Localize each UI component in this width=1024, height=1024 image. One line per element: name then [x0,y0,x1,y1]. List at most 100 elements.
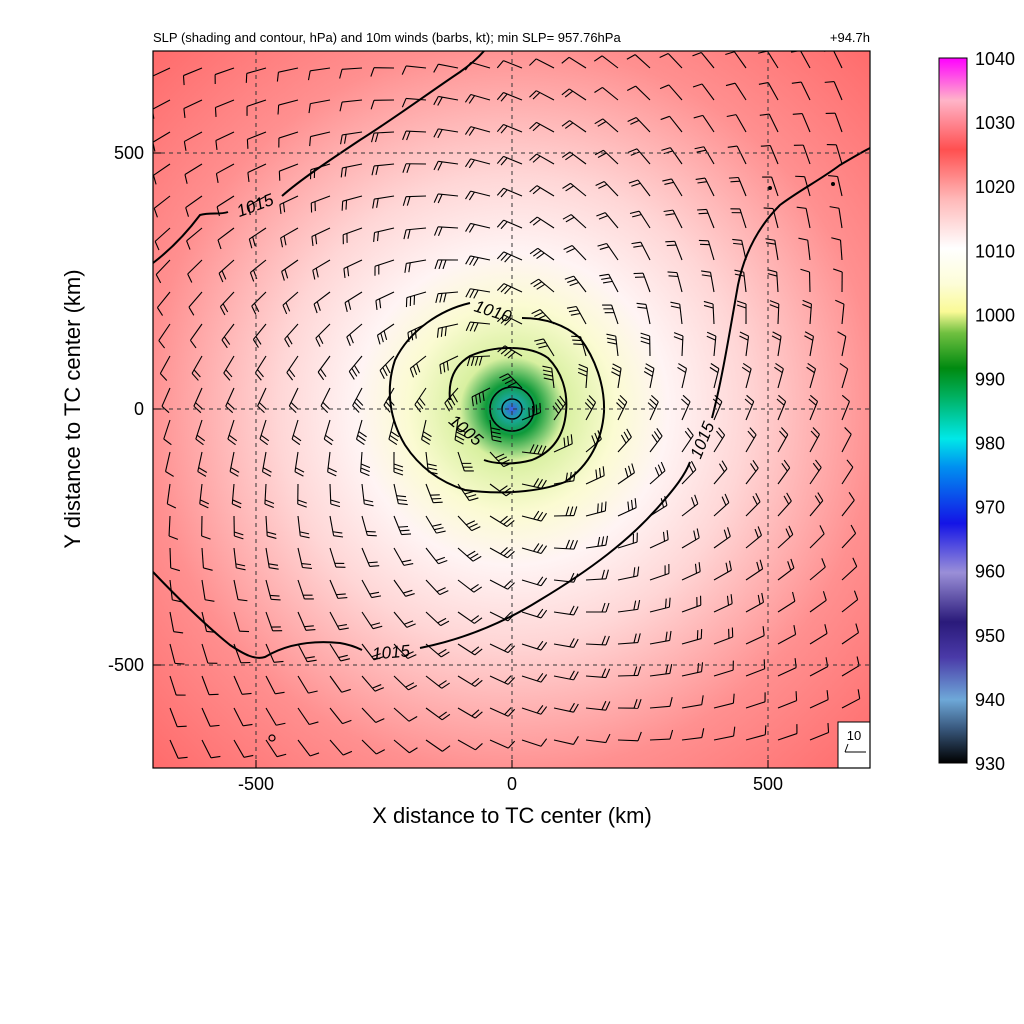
wind-barb [465,190,491,201]
wind-barb [265,739,287,758]
wind-barb [571,335,587,357]
wind-barb [730,208,747,229]
wind-barb [169,707,187,728]
colorbar-tick-label: 1040 [975,49,1015,69]
wind-barb [265,611,283,632]
wind-barb [561,88,587,101]
wind-barb [741,362,752,389]
wind-barb [826,143,843,165]
wind-barb [681,562,701,581]
wind-barb [187,259,203,283]
wind-barb [777,724,798,741]
wind-barb [361,547,380,567]
wind-barb [329,515,344,538]
wind-barb [553,670,579,681]
wind-barb [191,355,203,381]
wind-barb [247,195,267,216]
wind-barb [713,527,731,549]
wind-barb [279,195,299,214]
wind-barb [225,387,235,414]
wind-barb [457,643,483,656]
wind-barb [393,675,418,691]
wind-barb [309,131,331,147]
contour-1015-southeast [153,147,870,659]
wind-barb [421,419,432,445]
wind-barb [161,387,171,414]
wind-barb [562,182,587,197]
wind-barb [563,245,587,261]
wind-barb [777,525,794,549]
wind-barb [457,515,481,532]
wind-barb [425,515,446,534]
wind-barb [631,241,651,261]
wind-barb [841,394,850,421]
wind-barb [530,278,555,293]
wind-barb [215,131,235,150]
wind-barbs [153,51,861,759]
wind-barb [489,739,516,749]
wind-barb [315,323,331,347]
wind-barb [201,739,221,759]
colorbar-tick-label: 1020 [975,177,1015,197]
wind-barb [521,608,548,619]
wind-barb [793,144,811,165]
wind-barb [409,355,427,378]
wind-barb [199,483,210,509]
wind-barb [231,483,242,509]
contour-dot [768,186,772,190]
wind-barb [841,427,852,453]
wind-barb [329,483,341,508]
wind-barb [713,427,726,453]
wind-barb [352,387,364,413]
wind-barb [765,238,779,261]
wind-barb [278,131,299,148]
wind-barb [677,363,688,389]
wind-barb [681,427,694,453]
wind-barb [681,595,702,613]
wind-barb [183,99,203,118]
wind-barb [189,323,203,349]
forecast-time-label: +94.7h [830,30,870,45]
wind-barb [697,208,715,229]
wind-barb [393,579,415,597]
wind-barb [297,675,318,694]
wind-barb [169,675,186,696]
y-tick-label: 0 [134,399,144,419]
wind-barb [233,643,251,664]
wind-barb [745,526,763,549]
wind-barb [217,227,235,250]
wind-barb [777,625,797,645]
wind-barb [294,451,305,477]
wind-barb [297,579,314,600]
wind-barb [496,219,523,230]
wind-barb [281,259,299,281]
wind-barb [339,99,363,112]
x-tick-label: -500 [238,774,274,794]
wind-barb [777,427,789,453]
wind-barb [313,291,331,314]
contour-dot [831,182,835,186]
wind-barb [246,131,267,149]
wind-barb [564,275,587,293]
wind-barb [297,611,316,631]
wind-barb [534,338,555,357]
wind-barb [617,731,642,742]
wind-barb [247,163,267,182]
wind-barb [597,242,619,261]
wind-barb [802,299,812,325]
wind-barb [370,67,395,77]
wind-barb [465,222,491,233]
wind-barb [762,176,779,197]
wind-barb [628,179,651,197]
wind-barb [791,81,811,101]
wind-barb [774,362,784,389]
wind-barb [595,180,619,197]
wind-barb [496,92,523,102]
wind-barb [496,123,523,134]
wind-barb [561,120,587,133]
wind-barb [745,427,757,453]
wind-barb [265,547,279,570]
wind-barb [158,323,171,349]
wind-barb [169,739,188,759]
